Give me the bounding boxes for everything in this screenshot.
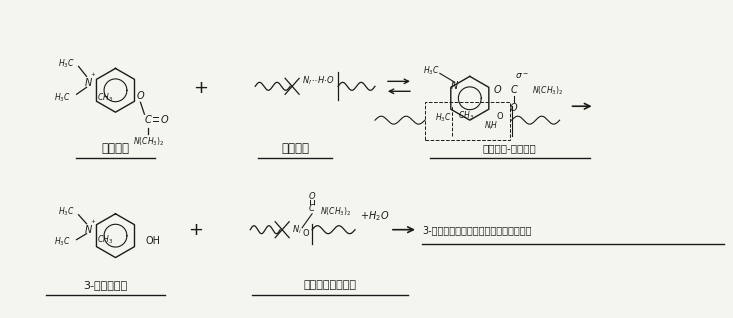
Text: $H_3C$: $H_3C$: [54, 235, 70, 248]
Text: OH: OH: [145, 236, 161, 245]
Text: 新斯的明: 新斯的明: [101, 142, 130, 155]
Text: O: O: [302, 229, 309, 238]
Text: N: N: [85, 78, 92, 88]
Text: +: +: [188, 221, 203, 239]
Text: $N_i{\!}{\cdots}H{\cdot}O$: $N_i{\!}{\cdots}H{\cdot}O$: [302, 74, 334, 86]
Text: $H_3C$: $H_3C$: [423, 64, 440, 77]
Text: O: O: [494, 85, 501, 95]
Text: $N(CH_3)_2$: $N(CH_3)_2$: [320, 205, 351, 218]
Text: $CH_3$: $CH_3$: [458, 110, 474, 122]
Text: +: +: [90, 219, 95, 224]
Text: O: O: [510, 103, 517, 113]
Text: $\sigma^-$: $\sigma^-$: [515, 72, 528, 81]
Text: $H_3C$: $H_3C$: [58, 205, 75, 218]
Text: C: C: [510, 85, 517, 95]
Text: $N(CH_3)_2$: $N(CH_3)_2$: [531, 84, 563, 97]
Bar: [425, 102, 509, 140]
Text: 胆碱酯酶: 胆碱酯酶: [281, 142, 309, 155]
Text: $CH_3$: $CH_3$: [97, 91, 113, 104]
Text: 3-羟苯三甲铵: 3-羟苯三甲铵: [84, 280, 128, 290]
Text: +: +: [90, 73, 95, 77]
Text: +: +: [193, 79, 208, 97]
Text: $C$: $C$: [308, 202, 316, 213]
Text: 新斯的明-酶复合物: 新斯的明-酶复合物: [483, 143, 537, 153]
Text: $CH_3$: $CH_3$: [97, 233, 113, 246]
Text: $H_3C$: $H_3C$: [54, 91, 70, 104]
Text: $H_3C$: $H_3C$: [58, 57, 75, 70]
Text: $H_3C$: $H_3C$: [435, 112, 452, 124]
Text: $+H_2O$: $+H_2O$: [360, 209, 389, 223]
Text: $N_i$: $N_i$: [292, 224, 302, 236]
Text: O: O: [136, 91, 144, 101]
Text: O: O: [161, 115, 168, 125]
Text: 二甲胺基甲酰化酶: 二甲胺基甲酰化酶: [303, 280, 356, 290]
Text: N: N: [452, 81, 458, 91]
Text: 3-羟苯三甲铵＋胆碱酯酶＋二甲胺基甲酸: 3-羟苯三甲铵＋胆碱酯酶＋二甲胺基甲酸: [422, 225, 531, 235]
Text: $O$: $O$: [308, 190, 316, 201]
Text: $N_i{\!}H$: $N_i{\!}H$: [484, 120, 498, 132]
Text: $N(CH_3)_2$: $N(CH_3)_2$: [133, 136, 164, 148]
Text: C: C: [145, 115, 152, 125]
Text: N: N: [85, 225, 92, 235]
Text: O: O: [497, 112, 504, 121]
